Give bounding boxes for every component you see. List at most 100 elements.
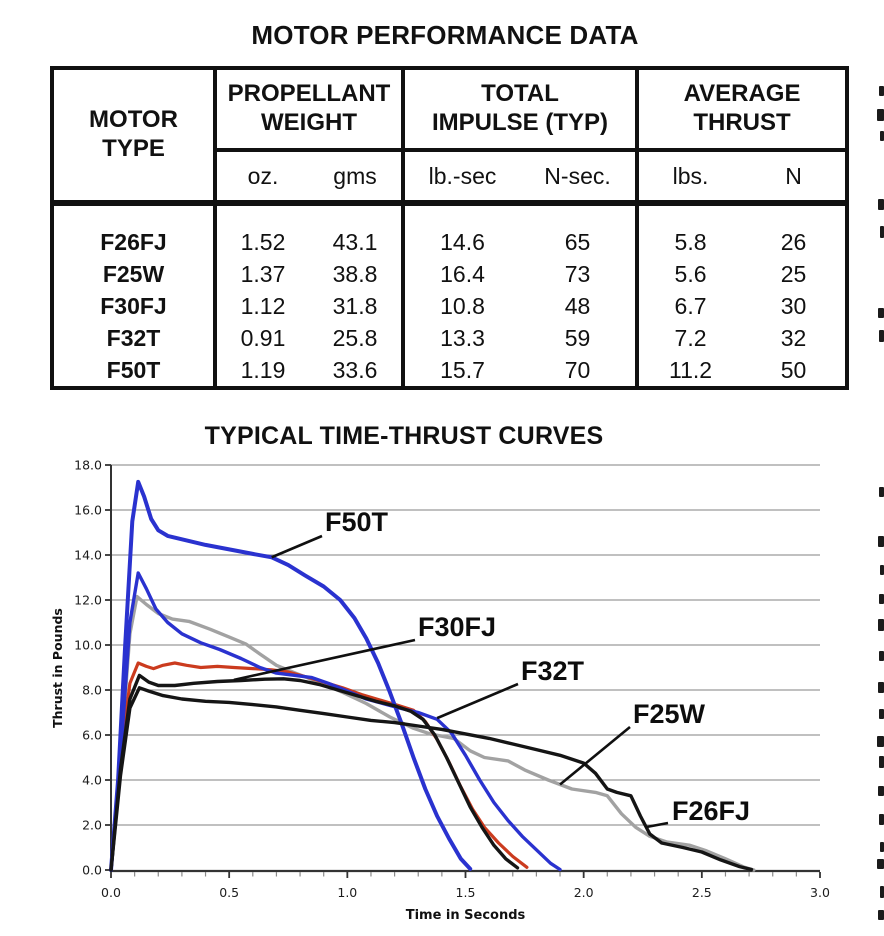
x-tick-label: 1.0 [337,885,357,900]
cell-value: 0.91 [213,322,309,354]
cell-value: 5.6 [635,258,743,290]
cell-value: 65 [564,228,591,255]
y-tick-label: 2.0 [82,818,102,833]
cell-value: 25 [780,260,807,287]
motor-name: F32T [106,324,161,351]
x-tick-label: 2.5 [692,885,712,900]
cell-value: 10.8 [401,290,521,322]
time-thrust-chart-svg: 0.0 0.5 1.0 1.5 2.0 2.5 3.0 0.0 2.0 4.0 6.0 8.0 10.0… [50,458,830,924]
motor-name: F26FJ [100,228,167,255]
cell-value: 50 [780,356,807,383]
cell-value: 5.8 [635,226,743,258]
cell-value: 16.4 [401,258,521,290]
unit-lbs: lbs. [635,150,743,206]
cropped-text-fragment [878,910,884,920]
y-tick-label: 14.0 [74,548,102,563]
cropped-text-fragment [880,842,884,852]
cropped-text-fragment [878,536,884,547]
cell-value: 6.7 [635,290,743,322]
y-axis-title: Thrust in Pounds [50,608,65,728]
curve-F30FJ [109,673,520,872]
col-header-propellant-weight: PROPELLANT WEIGHT [212,68,404,152]
unit-oz: oz. [213,150,309,206]
curve-label-F32T: F32T [521,656,585,686]
table-units-row: oz. gms lb.-sec N-sec. lbs. N [52,150,848,206]
y-tick-label: 10.0 [74,638,102,653]
y-tick-label: 18.0 [74,458,102,473]
chart-title: TYPICAL TIME-THRUST CURVES [204,422,604,450]
y-tick-label: 6.0 [82,728,102,743]
y-tick-label: 16.0 [74,503,102,518]
cell-value: 30 [780,292,807,319]
cell-value: 59 [564,324,591,351]
cell-value: 13.3 [401,322,521,354]
x-axis-title: Time in Seconds [406,908,526,923]
cell-value: 38.8 [332,260,378,287]
cropped-text-fragment [879,86,884,96]
cropped-text-fragment [878,308,884,318]
cropped-text-fragment [879,709,884,719]
cell-value: 1.19 [213,354,309,388]
cell-value: 33.6 [332,356,378,383]
cell-value: 48 [564,292,591,319]
cropped-text-fragment [879,651,884,661]
cropped-text-fragment [879,330,884,342]
cell-value: 14.6 [401,226,521,258]
table-spacer-row [52,203,847,226]
col-header-motor-type: MOTOR TYPE [52,68,215,206]
label-pointer-F26FJ [644,821,669,829]
page-title: MOTOR PERFORMANCE DATA [251,20,639,50]
y-tick-label: 0.0 [82,863,102,878]
cropped-text-fragment [877,736,884,747]
motor-name: F50T [106,356,161,383]
curve-F26FJ [109,686,754,872]
label-pointer-F25W [559,725,631,786]
curve-label-F50T: F50T [325,507,389,537]
cropped-text-fragment [878,199,884,210]
curve-label-F25W: F25W [633,699,706,729]
x-tick-label: 0.0 [101,885,121,900]
cell-value: 26 [780,228,807,255]
cropped-text-fragment [880,886,884,898]
cell-value: 73 [564,260,591,287]
cropped-text-fragment [878,682,884,693]
cropped-text-fragment [880,226,884,238]
cell-value: 1.12 [213,290,309,322]
cell-value: 11.2 [635,354,743,388]
curve-unlabeled-red [109,661,529,872]
cropped-text-fragment [879,487,884,497]
time-thrust-chart: 0.0 0.5 1.0 1.5 2.0 2.5 3.0 0.0 2.0 4.0 6.0 8.0 10.0… [0,455,884,936]
label-pointer-F50T [271,534,323,559]
cropped-text-fragment [879,756,884,768]
table-row: F32T 0.91 25.8 13.3 59 7.2 32 [52,322,847,354]
motor-performance-table: MOTOR TYPE PROPELLANT WEIGHT TOTAL IMPUL… [50,66,850,390]
unit-n-sec: N-sec. [520,150,638,206]
cropped-text-fragment [878,619,884,631]
col-header-total-impulse: TOTAL IMPULSE (TYP) [401,68,638,152]
table-header-row: MOTOR TYPE PROPELLANT WEIGHT TOTAL IMPUL… [52,68,848,206]
motor-name: F25W [102,260,165,287]
cell-value: 1.37 [213,258,309,290]
cropped-text-fragment [879,814,884,825]
col-header-average-thrust: AVERAGE THRUST [635,68,848,152]
table-row: F30FJ 1.12 31.8 10.8 48 6.7 30 [52,290,847,322]
table-row: F50T 1.19 33.6 15.7 70 11.2 50 [52,354,847,388]
y-tick-label: 8.0 [82,683,102,698]
curve-label-F30FJ: F30FJ [418,612,496,642]
motor-name: F30FJ [100,292,167,319]
y-tick-label: 12.0 [74,593,102,608]
unit-lb-sec: lb.-sec [401,150,521,206]
label-pointer-F30FJ [233,638,416,682]
unit-gms: gms [309,150,404,206]
curve-label-F26FJ: F26FJ [672,796,750,826]
x-tick-label: 3.0 [810,885,830,900]
curve-F50T [109,479,473,872]
curve-F32T [109,571,562,872]
cell-value: 43.1 [332,228,378,255]
y-tick-label: 4.0 [82,773,102,788]
cropped-text-fragment [877,859,884,869]
label-pointer-F32T [436,682,519,720]
cell-value: 32 [780,324,807,351]
table-row: F25W 1.37 38.8 16.4 73 5.6 25 [52,258,847,290]
cropped-text-fragment [878,786,884,796]
